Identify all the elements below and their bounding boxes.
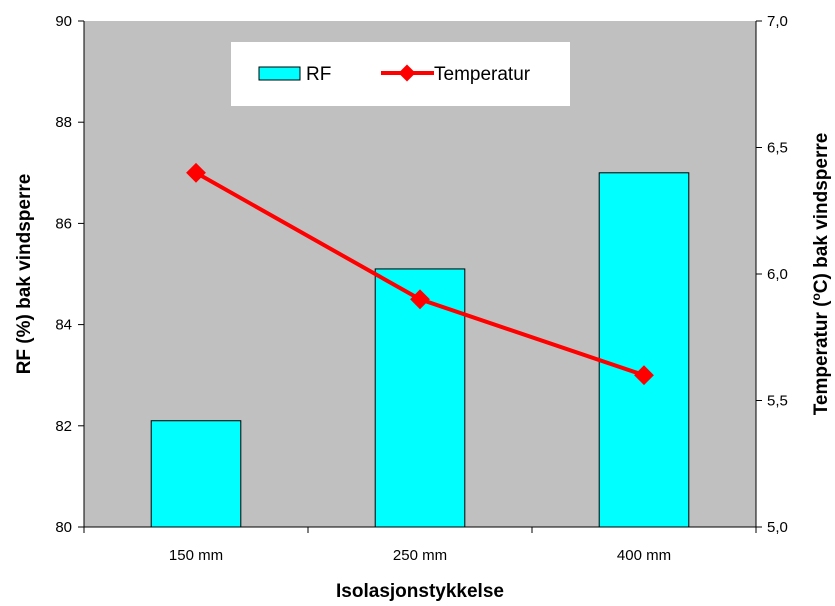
- bar-rf-2: [598, 172, 690, 528]
- bar-rf-1: [374, 268, 466, 528]
- bar-rf-0: [150, 420, 242, 528]
- y-tick-label-1: 82: [55, 418, 72, 435]
- y-tick-label-3: 86: [55, 215, 72, 232]
- y2-tick-label-2: 6,0: [767, 266, 788, 283]
- legend-temperature-marker: [398, 64, 416, 82]
- y-tick-label-4: 88: [55, 114, 72, 131]
- legend-rf-swatch: [258, 66, 301, 81]
- y-axis-title: RF (%) bak vindsperre: [14, 174, 35, 375]
- x-tick-label-0: 150 mm: [169, 547, 223, 564]
- temperature-point-0: [186, 162, 206, 183]
- y-tick-label-5: 90: [55, 13, 72, 30]
- tick-labels-layer: 80 82 84 86 88 90 5,0 5,5 6,0 6,5 7,0 150 mm 250 mm 4…: [55, 13, 788, 564]
- x-tick-label-1: 250 mm: [393, 547, 447, 564]
- axes-layer: [78, 20, 762, 533]
- x-tick-label-2: 400 mm: [617, 547, 671, 564]
- y-tick-label-0: 80: [55, 519, 72, 536]
- legend-rf-label: RF: [306, 64, 331, 85]
- y2-axis-title: Temperatur (oC) bak vindsperre: [809, 133, 832, 416]
- temperature-point-2: [634, 365, 654, 386]
- x-axis-title: Isolasjonstykkelse: [336, 581, 504, 602]
- temperature-line-layer: [186, 162, 654, 386]
- y2-tick-label-1: 5,5: [767, 393, 788, 410]
- y2-tick-label-3: 6,5: [767, 140, 788, 157]
- legend: RF Temperatur: [231, 42, 570, 106]
- y2-tick-label-0: 5,0: [767, 519, 788, 536]
- bars-layer: [150, 172, 690, 528]
- y-tick-label-2: 84: [55, 317, 72, 334]
- temperature-point-1: [410, 289, 430, 310]
- y2-tick-label-4: 7,0: [767, 13, 788, 30]
- legend-temperature-label: Temperatur: [434, 64, 531, 85]
